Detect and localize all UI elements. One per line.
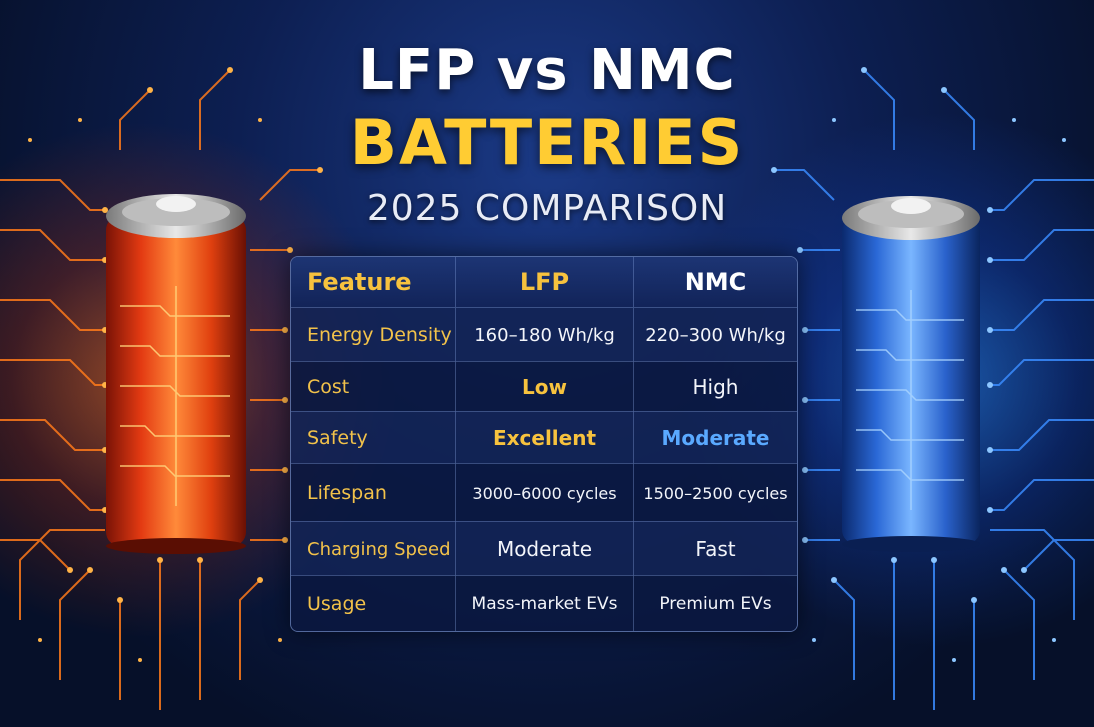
- title-main: LFP vs NMC: [358, 38, 736, 103]
- row-lfp-value: Low: [456, 362, 634, 412]
- row-lfp-value: 3000–6000 cycles: [456, 464, 634, 522]
- table-row: Cost Low High: [291, 361, 797, 412]
- table-row: Lifespan 3000–6000 cycles 1500–2500 cycl…: [291, 463, 797, 522]
- title-subtitle: 2025 COMPARISON: [366, 188, 728, 229]
- table-row: Energy Density 160–180 Wh/kg 220–300 Wh/…: [291, 307, 797, 362]
- row-nmc-value: High: [692, 375, 739, 399]
- header-feature: Feature: [291, 257, 456, 307]
- row-feature: Lifespan: [291, 464, 456, 522]
- header-nmc: NMC: [684, 268, 747, 296]
- row-lfp-value: Mass-market EVs: [456, 576, 634, 631]
- header-lfp: LFP: [456, 257, 634, 307]
- row-feature: Cost: [291, 362, 456, 412]
- lfp-battery-icon: [106, 194, 246, 554]
- row-nmc-value: 1500–2500 cycles: [643, 483, 788, 503]
- row-feature: Usage: [291, 576, 456, 631]
- row-feature: Energy Density: [291, 308, 456, 362]
- row-lfp-value: 160–180 Wh/kg: [456, 308, 634, 362]
- nmc-battery-icon: [842, 196, 980, 552]
- table-row: Charging Speed Moderate Fast: [291, 521, 797, 576]
- row-nmc-value: Premium EVs: [659, 594, 772, 614]
- row-lfp-value: Excellent: [456, 412, 634, 464]
- row-feature: Charging Speed: [291, 522, 456, 576]
- row-nmc-value: Fast: [695, 537, 736, 561]
- table-header-row: Feature LFP NMC: [291, 257, 797, 307]
- table-row: Usage Mass-market EVs Premium EVs: [291, 575, 797, 631]
- row-nmc-value: Moderate: [661, 426, 770, 450]
- row-feature: Safety: [291, 412, 456, 464]
- comparison-table: Feature LFP NMC Energy Density 160–180 W…: [290, 256, 798, 632]
- row-lfp-value: Moderate: [456, 522, 634, 576]
- table-row: Safety Excellent Moderate: [291, 411, 797, 464]
- row-nmc-value: 220–300 Wh/kg: [645, 324, 786, 346]
- title-batteries: BATTERIES: [349, 106, 745, 179]
